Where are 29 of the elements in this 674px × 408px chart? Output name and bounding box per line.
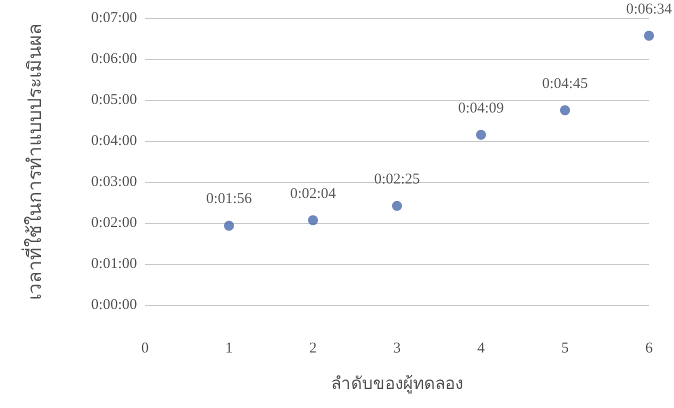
x-tick-label: 3 — [393, 340, 401, 356]
x-tick-label: 6 — [645, 340, 654, 356]
y-tick-label: 0:06:00 — [91, 51, 137, 67]
x-tick-label: 2 — [309, 340, 317, 356]
y-axis-title: เวลาที่ใช้ในการทำแบบประเมินผล — [21, 23, 46, 300]
point — [644, 30, 654, 41]
data-label: 0:02:04 — [290, 186, 336, 202]
point — [476, 130, 486, 140]
x-axis-title: ลำดับของผู้ทดลอง — [331, 374, 463, 394]
y-tick-label: 0:05:00 — [91, 92, 137, 108]
point — [224, 220, 234, 231]
y-tick-label: 0:02:00 — [91, 215, 137, 231]
data-label: 0:02:25 — [374, 171, 420, 188]
y-tick-label: 0:00:00 — [91, 297, 137, 313]
data-label: 0:04:45 — [542, 76, 588, 92]
point — [308, 215, 318, 226]
x-tick-label: 1 — [225, 340, 233, 356]
x-tick-label: 5 — [561, 340, 569, 356]
y-tick-label: 0:07:00 — [91, 10, 137, 26]
point — [560, 105, 570, 116]
y-tick-label: 0:03:00 — [91, 174, 137, 190]
data-label: 0:01:56 — [206, 191, 252, 208]
data-label: 0:04:09 — [458, 100, 504, 116]
point — [392, 200, 402, 211]
y-tick-label: 0:04:00 — [91, 133, 137, 149]
y-tick-label: 0:01:00 — [91, 256, 137, 272]
data-label: 0:06:34 — [626, 1, 672, 18]
x-tick-label: 4 — [477, 340, 486, 356]
x-tick-label: 0 — [141, 340, 149, 356]
